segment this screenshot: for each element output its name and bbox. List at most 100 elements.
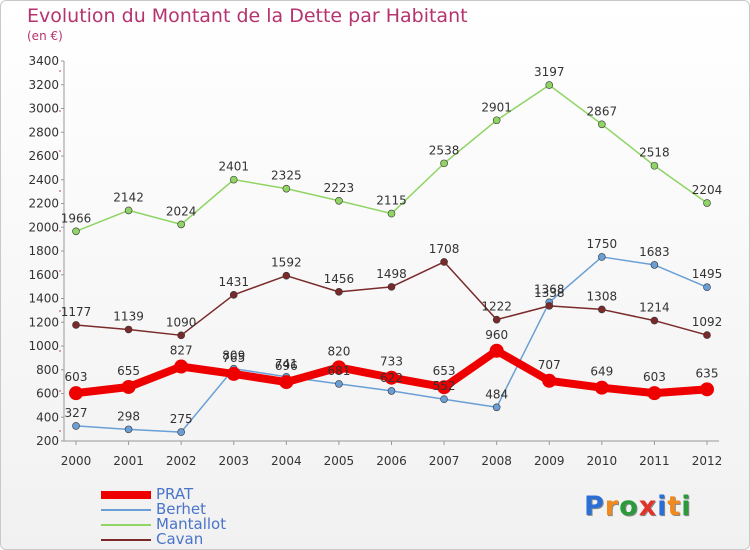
data-label: 1139 [113,309,144,323]
legend-label: PRAT [156,485,194,503]
x-tick-label: 2005 [324,454,355,468]
y-tick-label: 400 [36,410,59,424]
data-point [229,175,238,184]
data-point [279,375,294,390]
x-tick-label: 2004 [271,454,302,468]
data-label: 765 [222,351,245,365]
legend-label: Cavan [156,530,204,548]
data-label: 1368 [534,282,565,296]
data-point [282,271,291,280]
data-label: 1090 [166,315,197,329]
x-tick-label: 2009 [534,454,565,468]
data-point [387,387,396,395]
data-point [703,199,711,207]
legend-swatch [101,509,151,511]
data-label: 1431 [218,275,249,289]
data-point [177,220,185,229]
data-label: 2223 [324,181,355,195]
data-label: 2024 [166,204,197,218]
data-label: 820 [327,344,350,358]
data-label: 484 [485,387,508,401]
x-tick-label: 2000 [61,454,92,468]
data-label: 2142 [113,190,144,204]
y-tick-label: 200 [36,434,59,448]
data-point [440,159,448,168]
logo-letter: i [657,491,668,522]
data-label: 1966 [61,211,92,225]
data-point [492,315,501,324]
data-label: 2901 [481,100,512,114]
logo-letter: i [681,491,692,522]
logo-letter: t [667,491,682,522]
chart-subtitle: (en €) [27,29,63,43]
data-point [335,288,343,296]
data-point [282,184,291,193]
data-label: 3197 [534,65,565,79]
logo-letter: x [638,491,658,522]
data-label: 653 [433,364,456,378]
x-tick-label: 2012 [692,454,723,468]
data-label: 1495 [692,267,723,281]
data-point [598,305,606,314]
chart-title: Evolution du Montant de la Dette par Hab… [27,5,468,27]
data-label: 1338 [534,286,565,300]
legend-swatch [101,524,151,526]
data-label: 696 [275,359,298,373]
x-tick-label: 2003 [218,454,249,468]
data-point [124,425,133,434]
data-point [545,81,554,89]
x-tick-label: 2010 [587,454,618,468]
data-point [72,321,80,329]
data-point [174,359,189,374]
data-label: 275 [170,412,193,426]
logo-letter: r [604,491,620,522]
data-label: 733 [380,355,403,369]
y-tick-label: 600 [36,387,59,401]
logo-letter: o [619,491,639,522]
y-tick-label: 1600 [28,268,59,282]
y-tick-label: 2600 [28,149,59,163]
data-label: 2538 [429,143,460,157]
data-label: 2204 [692,183,723,197]
data-point [440,395,448,404]
data-point [229,291,238,299]
x-tick-label: 2007 [429,454,460,468]
x-tick-label: 2011 [639,454,670,468]
data-point [72,227,80,236]
x-tick-label: 2008 [481,454,512,468]
data-point [69,386,83,401]
data-point [331,360,346,375]
data-label: 1683 [639,245,670,259]
data-label: 1092 [692,315,723,329]
y-tick-label: 2000 [28,220,59,234]
data-point [177,428,185,436]
y-tick-label: 1200 [28,315,59,329]
data-label: 2115 [376,194,407,208]
data-label: 552 [433,379,456,393]
data-label: 1708 [429,242,460,256]
data-point [650,161,659,170]
data-label: 1214 [639,301,670,315]
data-label: 2518 [639,146,670,160]
data-point [700,382,714,397]
data-label: 603 [643,370,666,384]
data-label: 649 [590,365,613,379]
y-tick-label: 2800 [28,125,59,139]
data-label: 707 [538,358,561,372]
data-label: 1750 [587,237,618,251]
data-point [598,120,606,129]
y-tick-label: 1800 [28,244,59,258]
data-point [387,209,396,218]
data-point [545,302,554,310]
data-label: 622 [380,371,403,385]
data-point [387,283,396,291]
legend-swatch [101,491,151,499]
x-tick-label: 2001 [113,454,144,468]
data-point [703,283,711,292]
data-label: 635 [696,366,719,380]
y-tick-label: 2200 [28,197,59,211]
proxiti-logo: Proxiti [584,491,692,522]
legend-swatch [101,539,151,541]
